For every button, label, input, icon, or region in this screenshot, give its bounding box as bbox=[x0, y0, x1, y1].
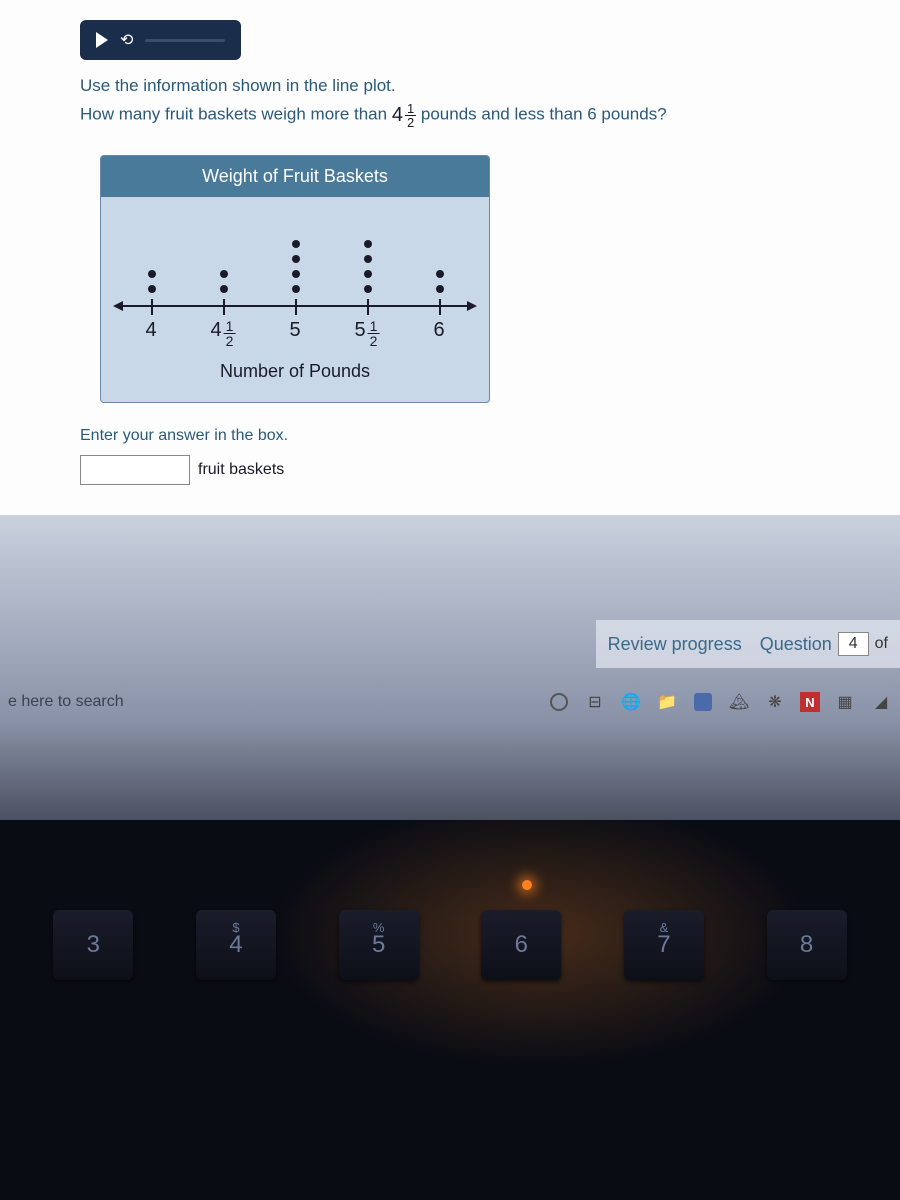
answer-section: Enter your answer in the box. fruit bask… bbox=[80, 427, 870, 485]
tick-label-whole: 4 bbox=[145, 319, 156, 342]
data-dot bbox=[148, 270, 156, 278]
search-input[interactable]: e here to search bbox=[8, 693, 124, 711]
q2-fraction: 412 bbox=[392, 99, 416, 131]
media-controls: ⟲ bbox=[80, 20, 241, 60]
of-label: of bbox=[875, 635, 888, 653]
q2-before: How many fruit baskets weigh more than bbox=[80, 105, 392, 124]
data-dot bbox=[436, 270, 444, 278]
data-dot bbox=[364, 255, 372, 263]
keyboard-key: &7 bbox=[624, 910, 704, 980]
arrow-left-icon bbox=[113, 301, 123, 311]
plot-area bbox=[115, 215, 475, 315]
dot-stack bbox=[148, 270, 156, 293]
tick-label-whole: 4 bbox=[211, 319, 222, 342]
tick-label: 5 bbox=[289, 319, 300, 342]
answer-unit: fruit baskets bbox=[198, 461, 284, 479]
photos-icon[interactable]: 🏔 bbox=[728, 691, 750, 713]
explorer-icon[interactable]: 📁 bbox=[656, 691, 678, 713]
data-dot bbox=[292, 240, 300, 248]
play-icon[interactable] bbox=[96, 32, 108, 48]
tick-mark bbox=[151, 299, 153, 315]
dot-stack bbox=[436, 270, 444, 293]
dot-stack bbox=[292, 240, 300, 293]
data-dot bbox=[436, 285, 444, 293]
keyboard-key: $4 bbox=[196, 910, 276, 980]
answer-input[interactable] bbox=[80, 455, 190, 485]
footer-bar: Review progress Question 4 of bbox=[596, 620, 900, 668]
question-line-1: Use the information shown in the line pl… bbox=[80, 72, 870, 99]
data-dot bbox=[292, 270, 300, 278]
data-dot bbox=[364, 285, 372, 293]
app-icon[interactable]: ◢ bbox=[870, 691, 892, 713]
app-n-icon[interactable]: N bbox=[800, 692, 820, 712]
replay-icon[interactable]: ⟲ bbox=[120, 30, 133, 50]
question-text: Use the information shown in the line pl… bbox=[80, 72, 870, 131]
tick-column bbox=[151, 270, 153, 315]
review-progress-link[interactable]: Review progress bbox=[608, 634, 742, 655]
task-view-icon[interactable]: ⊟ bbox=[584, 691, 606, 713]
tick-label-fraction: 12 bbox=[368, 319, 380, 348]
tick-label-whole: 5 bbox=[355, 319, 366, 342]
plot-body: 441255126 Number of Pounds bbox=[101, 197, 489, 386]
audio-progress[interactable] bbox=[145, 39, 225, 42]
q2-den: 2 bbox=[405, 116, 416, 129]
dot-stack bbox=[220, 270, 228, 293]
tick-column bbox=[367, 240, 369, 315]
data-dot bbox=[364, 240, 372, 248]
tick-label-fraction: 12 bbox=[224, 319, 236, 348]
keyboard-key: 3 bbox=[53, 910, 133, 980]
arrow-right-icon bbox=[467, 301, 477, 311]
keyboard-key: 8 bbox=[767, 910, 847, 980]
data-dot bbox=[364, 270, 372, 278]
keyboard-key: %5 bbox=[339, 910, 419, 980]
tick-mark bbox=[223, 299, 225, 315]
question-panel: ⟲ Use the information shown in the line … bbox=[0, 0, 900, 515]
q2-after: pounds and less than 6 pounds? bbox=[416, 105, 666, 124]
settings-icon[interactable]: ❋ bbox=[764, 691, 786, 713]
store-icon[interactable] bbox=[692, 691, 714, 713]
answer-row: fruit baskets bbox=[80, 455, 870, 485]
data-dot bbox=[292, 255, 300, 263]
plot-title: Weight of Fruit Baskets bbox=[101, 156, 489, 197]
tick-column bbox=[223, 270, 225, 315]
taskbar: e here to search ⊟ 🌐 📁 🏔 ❋ N ▦ ◢ bbox=[0, 680, 900, 724]
question-number: 4 bbox=[838, 632, 869, 656]
tick-column bbox=[295, 240, 297, 315]
tick-mark bbox=[439, 299, 441, 315]
question-indicator: Question 4 of bbox=[760, 632, 888, 656]
q2-whole: 4 bbox=[392, 99, 403, 131]
data-dot bbox=[148, 285, 156, 293]
data-dot bbox=[292, 285, 300, 293]
led-glow bbox=[522, 880, 532, 890]
keyboard-key: 6 bbox=[481, 910, 561, 980]
edge-icon[interactable]: 🌐 bbox=[620, 691, 642, 713]
tick-label: 412 bbox=[211, 319, 236, 348]
question-label: Question bbox=[760, 634, 832, 655]
calc-icon[interactable]: ▦ bbox=[834, 691, 856, 713]
tick-label: 4 bbox=[145, 319, 156, 342]
question-line-2: How many fruit baskets weigh more than 4… bbox=[80, 99, 870, 131]
data-dot bbox=[220, 285, 228, 293]
dot-stack bbox=[364, 240, 372, 293]
keyboard-row: 3 $4 %5 6&7 8 bbox=[0, 820, 900, 980]
tick-label: 6 bbox=[433, 319, 444, 342]
keyboard: 3 $4 %5 6&7 8 bbox=[0, 820, 900, 1200]
tick-mark bbox=[367, 299, 369, 315]
axis-title: Number of Pounds bbox=[115, 361, 475, 382]
answer-prompt: Enter your answer in the box. bbox=[80, 427, 870, 445]
line-plot: Weight of Fruit Baskets 441255126 Number… bbox=[100, 155, 490, 403]
tick-mark bbox=[295, 299, 297, 315]
data-dot bbox=[220, 270, 228, 278]
tick-label: 512 bbox=[355, 319, 380, 348]
tick-label-whole: 5 bbox=[289, 319, 300, 342]
cortana-icon[interactable] bbox=[548, 691, 570, 713]
tick-label-whole: 6 bbox=[433, 319, 444, 342]
tick-labels: 441255126 bbox=[115, 315, 475, 359]
q2-num: 1 bbox=[405, 102, 416, 116]
tick-column bbox=[439, 270, 441, 315]
